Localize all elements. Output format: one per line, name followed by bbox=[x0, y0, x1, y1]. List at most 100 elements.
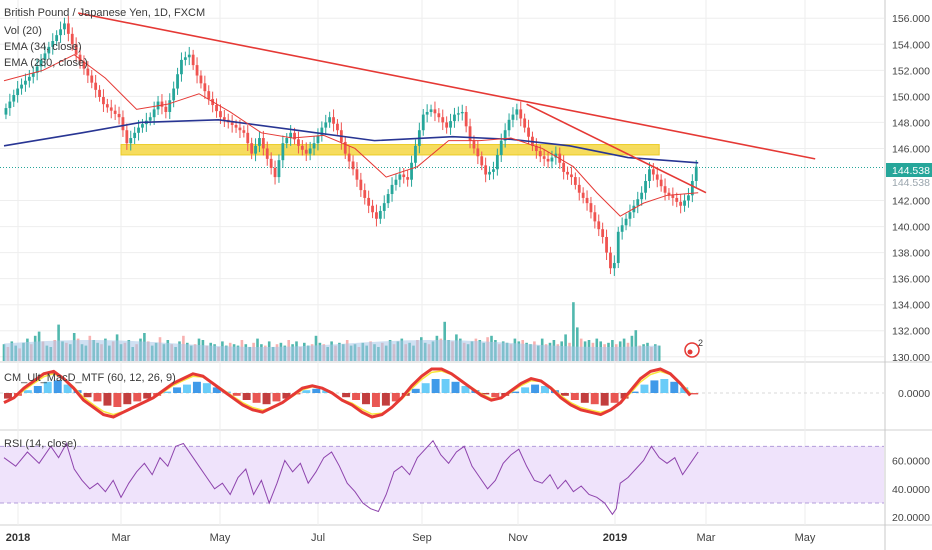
candle-body bbox=[585, 197, 589, 204]
candle-body bbox=[562, 162, 566, 172]
candle-body bbox=[207, 91, 211, 99]
candle-body bbox=[484, 165, 488, 175]
candle-body bbox=[351, 161, 355, 170]
candle-body bbox=[297, 139, 300, 146]
candle-body bbox=[488, 171, 491, 175]
candle-body bbox=[538, 151, 542, 157]
candle-body bbox=[70, 33, 74, 45]
macd-histogram-bar bbox=[202, 383, 211, 393]
candle-body bbox=[94, 82, 98, 90]
candle-body bbox=[63, 23, 66, 30]
rsi-line bbox=[3, 439, 699, 516]
annotation-bubble[interactable] bbox=[684, 342, 700, 358]
candle-body bbox=[246, 132, 250, 144]
macd-histogram-bar bbox=[531, 384, 540, 393]
macd-histogram-bar bbox=[103, 393, 112, 406]
candle-body bbox=[242, 130, 246, 133]
candle-body bbox=[102, 97, 105, 105]
candle-body bbox=[35, 66, 39, 73]
candle-body bbox=[460, 111, 464, 114]
candle-body bbox=[265, 148, 269, 159]
candle-body bbox=[183, 57, 187, 60]
candle-body bbox=[667, 192, 671, 196]
candle-body bbox=[468, 126, 472, 141]
candle-body bbox=[382, 203, 386, 211]
rsi-label: RSI (14, close) bbox=[4, 438, 77, 450]
candle-body bbox=[437, 113, 441, 118]
trendline bbox=[77, 12, 816, 160]
macd-tick-label: 0.0000 bbox=[898, 388, 930, 400]
macd-histogram-bar bbox=[481, 393, 490, 395]
candle-body bbox=[581, 192, 585, 198]
candle-body bbox=[172, 88, 176, 101]
candle-body bbox=[410, 162, 413, 180]
candle-body bbox=[336, 123, 339, 131]
price-tick-label: 154.000 bbox=[892, 39, 930, 51]
macd-histogram-bar bbox=[312, 388, 321, 393]
candle-body bbox=[238, 127, 242, 131]
macd-histogram-bar bbox=[690, 393, 699, 395]
candle-body bbox=[593, 212, 597, 222]
candle-body bbox=[445, 122, 449, 128]
price-tick-label: 156.000 bbox=[892, 13, 930, 25]
candle-body bbox=[289, 132, 293, 139]
time-tick-label: 2018 bbox=[6, 532, 30, 544]
candle-body bbox=[675, 197, 679, 202]
macd-histogram-bar bbox=[163, 391, 172, 393]
macd-histogram-bar bbox=[670, 381, 679, 393]
ema34-line bbox=[3, 54, 699, 217]
candle-body bbox=[109, 107, 113, 111]
candle-body bbox=[554, 153, 558, 158]
price-tick-label: 136.000 bbox=[892, 274, 930, 286]
candle-body bbox=[320, 127, 324, 136]
macd-histogram-bar bbox=[650, 380, 659, 393]
macd-histogram-bar bbox=[123, 393, 132, 405]
macd-histogram-bar bbox=[53, 380, 62, 393]
candle-body bbox=[281, 143, 285, 161]
macd-histogram-bar bbox=[660, 379, 669, 393]
macd-histogram-bar bbox=[352, 393, 361, 400]
price-candles bbox=[4, 16, 698, 276]
candle-body bbox=[269, 158, 273, 168]
time-tick-label: 2019 bbox=[603, 532, 627, 544]
candle-body bbox=[570, 174, 573, 178]
annotation-dot bbox=[687, 349, 693, 355]
macd-line bbox=[3, 367, 692, 419]
candle-body bbox=[566, 171, 569, 175]
macd-histogram-bar bbox=[441, 379, 450, 393]
candle-body bbox=[308, 148, 312, 154]
price-tick-label: 142.000 bbox=[892, 196, 930, 208]
candle-body bbox=[199, 75, 203, 84]
candle-body bbox=[285, 138, 289, 144]
candle-body bbox=[375, 212, 378, 219]
candle-body bbox=[273, 167, 277, 178]
volume-bar bbox=[634, 330, 638, 361]
candle-body bbox=[659, 179, 663, 187]
candle-body bbox=[499, 140, 503, 155]
candle-body bbox=[546, 158, 550, 162]
candle-body bbox=[453, 114, 456, 122]
candle-body bbox=[215, 105, 218, 112]
candle-body bbox=[589, 203, 593, 213]
candle-body bbox=[180, 59, 183, 75]
price-tick-label: 140.000 bbox=[892, 222, 930, 234]
candle-body bbox=[624, 218, 628, 226]
volume-bar bbox=[572, 302, 575, 361]
rsi-line-path bbox=[3, 439, 699, 516]
macd-histogram-bar bbox=[4, 393, 12, 399]
candle-body bbox=[230, 122, 234, 126]
candle-body bbox=[277, 160, 281, 178]
candle-body bbox=[86, 68, 90, 76]
candle-body bbox=[164, 106, 168, 112]
price-tick-label: 138.000 bbox=[892, 248, 930, 260]
candle-body bbox=[78, 54, 82, 62]
time-tick-label: Mar bbox=[112, 532, 131, 544]
last-price-shadow: 144.538 bbox=[892, 177, 930, 189]
macd-histogram-bar bbox=[461, 386, 470, 393]
candle-body bbox=[472, 140, 476, 149]
candle-body bbox=[203, 83, 207, 92]
candle-body bbox=[254, 145, 257, 154]
volume-ema-area bbox=[4, 340, 660, 361]
macd-histogram-bar bbox=[391, 393, 400, 402]
macd-histogram-bar bbox=[262, 393, 271, 405]
